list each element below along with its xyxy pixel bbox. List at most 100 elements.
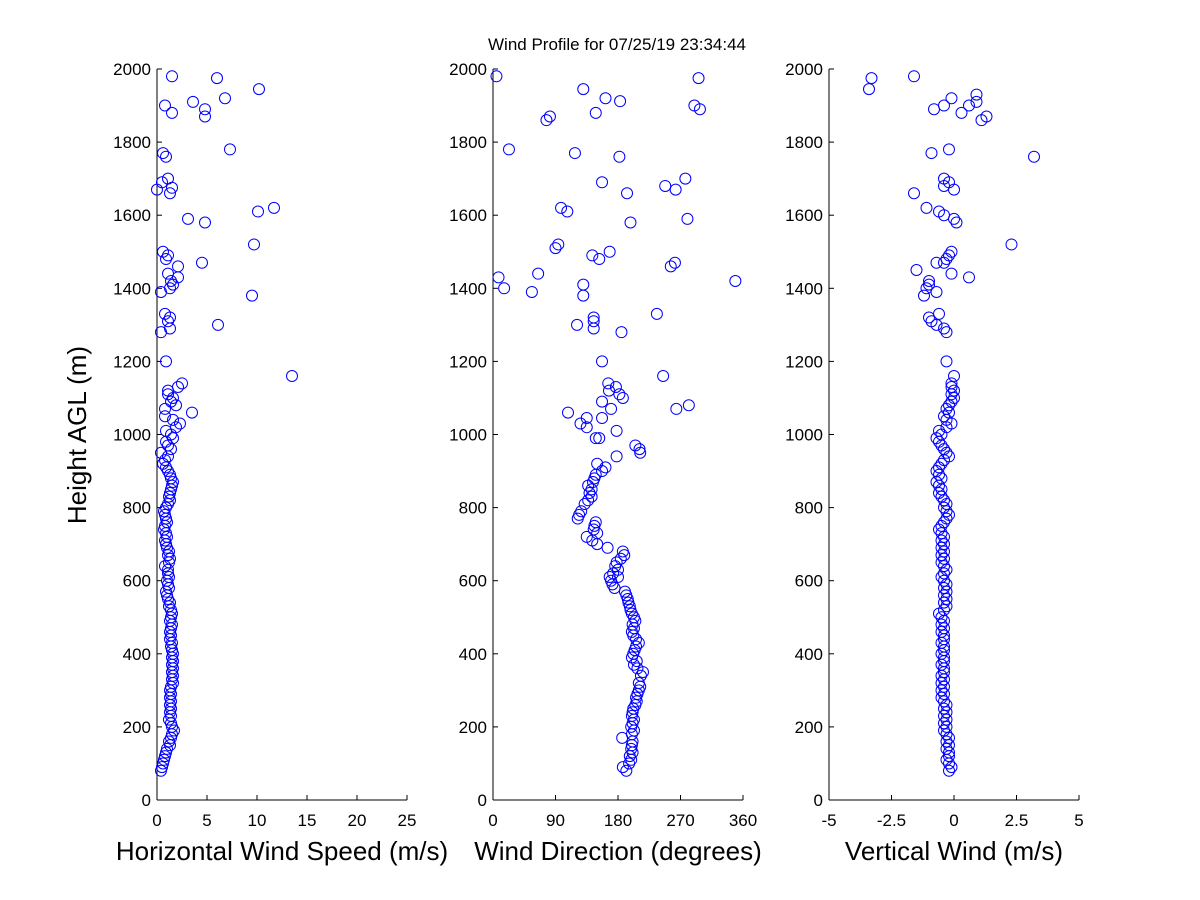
data-point (159, 402, 171, 415)
data-point (664, 260, 677, 273)
data-point (948, 384, 960, 397)
data-point (166, 181, 178, 194)
data-point (938, 680, 950, 693)
y-tick-label: 400 (459, 645, 487, 664)
data-point (679, 172, 692, 185)
data-point (589, 106, 602, 119)
data-point (935, 483, 948, 496)
data-point (930, 256, 943, 269)
data-point (627, 658, 640, 671)
data-point (159, 560, 171, 573)
data-point (693, 103, 706, 116)
x-tick-label: 15 (298, 811, 317, 830)
panel-vertical-wind: 0 200 400 600 800 1000 1200 1400 1600 1800 2000 -5 -… (785, 60, 1084, 866)
data-point (632, 636, 645, 649)
data-point (1005, 238, 1018, 251)
x-tick-label: 5 (1074, 811, 1083, 830)
data-point (659, 179, 672, 192)
data-point (908, 187, 920, 200)
x-tick-label: 10 (248, 811, 267, 830)
data-point (940, 355, 953, 368)
data-point (963, 271, 975, 284)
data-point (625, 720, 638, 733)
data-point (940, 505, 953, 518)
data-point (633, 443, 646, 456)
data-point (943, 731, 955, 744)
data-point (940, 600, 953, 613)
x-tick-label: 0 (152, 811, 161, 830)
y-tick-label: 1400 (785, 279, 823, 298)
data-point (669, 183, 682, 196)
data-point (940, 585, 953, 598)
data-point (186, 406, 198, 419)
data-point (945, 388, 958, 401)
data-point (943, 750, 955, 763)
data-point (668, 256, 681, 269)
data-point (561, 205, 574, 218)
data-point (910, 264, 923, 277)
data-point (938, 717, 950, 730)
data-point (920, 201, 933, 214)
data-point (613, 150, 626, 163)
data-point (935, 684, 948, 697)
data-point (938, 530, 950, 543)
data-point (945, 92, 958, 105)
data-point (623, 757, 636, 770)
y-tick-label: 1600 (449, 206, 487, 225)
data-point (938, 666, 950, 679)
data-point (176, 377, 188, 390)
data-point (938, 702, 950, 715)
data-point (603, 245, 616, 258)
data-point (940, 735, 953, 748)
y-tick-label: 1000 (785, 426, 823, 445)
data-point (938, 688, 950, 701)
x-tick-label: 360 (729, 811, 757, 830)
y-tick-label: 0 (142, 791, 151, 810)
y-tick-label: 1200 (449, 352, 487, 371)
data-point (621, 187, 634, 200)
y-tick-label: 200 (459, 718, 487, 737)
data-point (928, 103, 940, 116)
data-point (610, 450, 623, 463)
data-point (605, 402, 618, 415)
data-point (502, 143, 515, 156)
data-point (1028, 150, 1040, 163)
y-tick-label: 400 (123, 645, 151, 664)
data-point (940, 578, 953, 591)
data-point (938, 614, 950, 627)
data-point (634, 446, 647, 459)
y-tick-label: 1200 (785, 352, 823, 371)
data-point (601, 541, 614, 554)
data-point (593, 253, 606, 266)
data-point (571, 512, 584, 525)
data-point (616, 761, 629, 774)
data-point (945, 380, 958, 393)
data-point (925, 147, 938, 160)
x-tick-label: 0 (488, 811, 497, 830)
data-point (157, 147, 169, 160)
data-point (196, 256, 208, 269)
data-point (938, 410, 950, 423)
data-point (945, 267, 958, 280)
y-tick-label: 600 (123, 572, 151, 591)
data-point (586, 249, 599, 262)
data-point (908, 70, 920, 83)
data-point (940, 497, 953, 510)
x-axis-label: Vertical Wind (m/s) (845, 836, 1063, 866)
x-tick-label: 0 (949, 811, 958, 830)
data-point (935, 527, 948, 540)
data-point (268, 201, 280, 214)
data-point (596, 412, 609, 425)
data-point (938, 322, 950, 335)
data-point (562, 406, 574, 419)
data-point (938, 256, 950, 269)
data-point (950, 216, 963, 229)
data-point (940, 728, 953, 741)
x-tick-label: 180 (604, 811, 632, 830)
data-point (918, 289, 930, 302)
data-point (609, 380, 622, 393)
y-tick-label: 1800 (449, 133, 487, 152)
data-point (578, 497, 591, 510)
data-point (616, 391, 629, 404)
data-point (571, 318, 584, 331)
